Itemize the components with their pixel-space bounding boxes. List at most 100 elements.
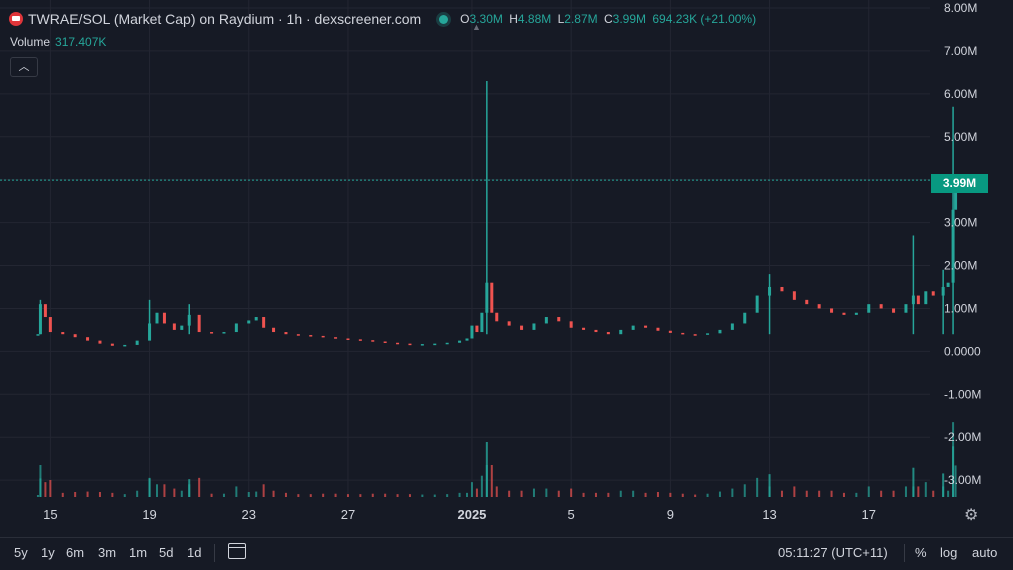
volume-bar bbox=[346, 494, 349, 497]
timeframe-3m-button[interactable]: 3m bbox=[98, 545, 117, 560]
volume-bar bbox=[855, 492, 858, 497]
candle bbox=[681, 332, 685, 335]
volume-bar bbox=[49, 480, 52, 497]
volume-bar bbox=[768, 474, 771, 497]
y-tick-label: -1.00M bbox=[944, 387, 981, 401]
candle bbox=[210, 332, 214, 334]
volume-bar bbox=[932, 490, 935, 497]
gear-icon[interactable]: ⚙ bbox=[964, 507, 979, 524]
timeframe-1d-button[interactable]: 1d bbox=[187, 545, 202, 560]
candle bbox=[420, 344, 424, 346]
timeframe-5y-button[interactable]: 5y bbox=[14, 545, 28, 560]
candle bbox=[693, 334, 697, 336]
volume-bar bbox=[334, 493, 337, 497]
candle bbox=[557, 317, 561, 322]
candle bbox=[470, 325, 474, 339]
volume-bar bbox=[210, 493, 213, 497]
candle bbox=[631, 325, 635, 330]
candle bbox=[309, 335, 313, 337]
timeframe-6m-button[interactable]: 6m bbox=[66, 545, 85, 560]
volume-bar bbox=[557, 490, 560, 497]
candle bbox=[321, 335, 325, 338]
volume-bar bbox=[148, 478, 151, 497]
volume-bar bbox=[694, 494, 697, 497]
volume-bar bbox=[644, 492, 647, 497]
volume-bar bbox=[912, 467, 915, 497]
high-value: 4.88M bbox=[517, 12, 552, 26]
volume-bar bbox=[520, 490, 523, 497]
volume-bar bbox=[466, 492, 468, 497]
volume-bar bbox=[74, 492, 77, 497]
y-tick-label: 7.00M bbox=[944, 44, 977, 58]
x-tick-label: 19 bbox=[142, 507, 156, 522]
volume-bar bbox=[904, 486, 907, 497]
scroll-up-icon[interactable]: ▲ bbox=[472, 22, 481, 32]
volume-bar bbox=[98, 492, 101, 497]
candle bbox=[507, 321, 511, 326]
candle bbox=[61, 332, 65, 335]
log-scale-button[interactable]: log bbox=[940, 545, 958, 560]
x-tick-label: 27 bbox=[341, 507, 355, 522]
candle bbox=[854, 312, 858, 315]
timeframe-1y-button[interactable]: 1y bbox=[41, 545, 55, 560]
volume-bar bbox=[180, 490, 183, 497]
volume-value: 317.407K bbox=[55, 35, 107, 49]
collapse-legend-button[interactable]: ︿ bbox=[10, 57, 38, 77]
candle bbox=[475, 325, 479, 333]
volume-bars bbox=[36, 422, 957, 497]
chart-area[interactable]: 8.00M7.00M6.00M5.00M4.00M3.00M2.00M1.00M… bbox=[0, 0, 1013, 537]
candle bbox=[792, 291, 796, 300]
volume-bar bbox=[284, 492, 287, 497]
timeframe-5d-button[interactable]: 5d bbox=[159, 545, 174, 560]
volume-bar bbox=[880, 490, 883, 497]
candle bbox=[520, 325, 524, 330]
timeframe-1m-button[interactable]: 1m bbox=[129, 545, 148, 560]
volume-bar bbox=[490, 465, 493, 497]
x-tick-label: 2025 bbox=[457, 507, 486, 522]
auto-scale-button[interactable]: auto bbox=[972, 545, 998, 560]
calendar-icon[interactable] bbox=[228, 543, 246, 559]
candle bbox=[780, 286, 784, 292]
x-tick-label: 5 bbox=[568, 507, 575, 522]
candle bbox=[346, 338, 350, 340]
candle bbox=[110, 343, 114, 346]
candle bbox=[197, 314, 201, 333]
candle bbox=[606, 332, 610, 335]
candle bbox=[262, 317, 266, 328]
candle bbox=[842, 312, 846, 315]
volume-bar bbox=[594, 492, 597, 497]
candle bbox=[408, 343, 412, 346]
candle bbox=[817, 304, 821, 309]
candle bbox=[931, 291, 935, 296]
candle bbox=[383, 341, 387, 343]
y-tick-label: 2.00M bbox=[944, 259, 977, 273]
candle bbox=[172, 323, 176, 330]
volume-bar bbox=[458, 492, 461, 497]
volume-bar bbox=[818, 490, 821, 497]
volume-bar bbox=[532, 488, 535, 497]
candle bbox=[433, 343, 437, 346]
volume-bar bbox=[371, 493, 374, 497]
x-tick-label: 13 bbox=[762, 507, 776, 522]
volume-bar bbox=[446, 494, 449, 497]
volume-bar bbox=[61, 492, 64, 497]
volume-bar bbox=[262, 484, 265, 497]
volume-bar bbox=[198, 477, 201, 497]
percent-scale-button[interactable]: % bbox=[915, 545, 927, 560]
volume-bar bbox=[954, 465, 957, 497]
volume-bar bbox=[756, 477, 759, 497]
change-value: 694.23K (+21.00%) bbox=[652, 12, 757, 26]
candle bbox=[582, 327, 586, 330]
volume-bar bbox=[163, 484, 166, 497]
chart-grid bbox=[0, 0, 930, 497]
candle bbox=[755, 295, 759, 313]
close-label: C bbox=[603, 12, 613, 26]
chart-title: TWRAE/SOL (Market Cap) on Raydium · 1h ·… bbox=[28, 11, 422, 27]
volume-bar bbox=[255, 491, 258, 497]
candle bbox=[805, 299, 809, 305]
y-tick-label: 0.0000 bbox=[944, 344, 981, 358]
volume-bar bbox=[842, 492, 845, 497]
volume-bar bbox=[359, 494, 362, 497]
candle bbox=[73, 334, 77, 338]
volume-bar bbox=[111, 492, 114, 497]
